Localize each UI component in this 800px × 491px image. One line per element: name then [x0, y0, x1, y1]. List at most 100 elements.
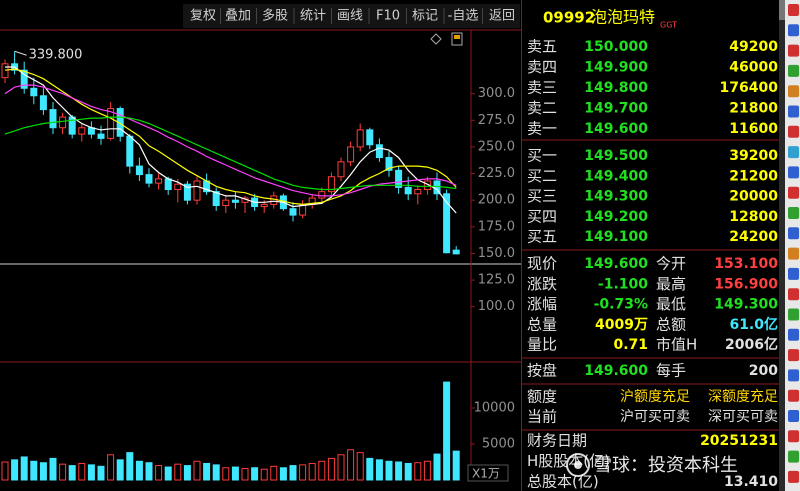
- stock-name: 泡泡玛特: [591, 8, 655, 27]
- diamond-icon[interactable]: [430, 33, 442, 45]
- toolbar-button[interactable]: 复权: [190, 8, 216, 24]
- stat-label: 涨幅: [527, 295, 557, 313]
- scrollbar-thumb[interactable]: [779, 0, 785, 20]
- volume-bar: [212, 464, 220, 481]
- volume-bar: [366, 457, 374, 481]
- candle-body: [1, 63, 9, 79]
- candle-body: [39, 95, 47, 111]
- quota-value: 深可买可卖: [708, 409, 778, 425]
- order-price: 149.700: [584, 101, 648, 117]
- side-toolbar: [785, 0, 800, 491]
- order-volume: 39200: [729, 148, 778, 164]
- volume-bar: [1, 461, 9, 481]
- side-icon: [788, 349, 799, 362]
- quota-label: 当前: [527, 408, 557, 426]
- volume-bar: [251, 467, 259, 481]
- side-icon: [788, 64, 799, 77]
- ma-line: [4, 84, 457, 197]
- watermark-icon: [574, 461, 582, 469]
- order-label: 买五: [527, 228, 557, 246]
- scroll-icon[interactable]: [451, 32, 463, 46]
- volume-bar: [308, 462, 316, 481]
- side-icon: [788, 146, 799, 159]
- side-icon: [788, 369, 799, 382]
- quota-value: 沪可买可卖: [620, 409, 690, 425]
- volume-bar: [68, 465, 76, 481]
- order-label: 卖五: [527, 38, 557, 56]
- volume-bar: [145, 462, 153, 481]
- unit-box: [467, 464, 509, 482]
- toolbar-button[interactable]: 标记: [412, 9, 438, 24]
- order-volume: 21800: [729, 101, 778, 117]
- candle-body: [356, 129, 364, 148]
- volume-bar: [116, 459, 124, 481]
- stat-value: 4009万: [595, 317, 648, 333]
- quota-value: 深额度充足: [708, 389, 778, 405]
- candle-body: [164, 178, 172, 191]
- toolbar-button[interactable]: 多股: [262, 8, 288, 24]
- stat-value: 156.900: [714, 276, 778, 292]
- volume-bar: [20, 456, 28, 481]
- volume-bar: [87, 464, 95, 481]
- candle-body: [289, 208, 297, 216]
- volume-bar: [433, 453, 441, 481]
- volume-bar: [222, 467, 230, 481]
- toolbar-button[interactable]: 统计: [300, 9, 326, 24]
- stat-label: 最高: [656, 275, 686, 293]
- stat-value: 149.600: [584, 256, 648, 272]
- side-icon: [788, 227, 799, 240]
- candle-body: [97, 133, 105, 139]
- candle-body: [260, 203, 268, 208]
- candle-body: [414, 189, 422, 195]
- toolbar-button[interactable]: -自选: [448, 9, 479, 24]
- candle-body: [385, 157, 393, 171]
- stat-label: 现价: [527, 255, 557, 273]
- stat-label: 每手: [656, 362, 686, 380]
- toolbar-button[interactable]: 叠加: [225, 9, 251, 24]
- volume-bar: [241, 467, 249, 481]
- volume-bar: [299, 464, 307, 481]
- order-price: 149.600: [584, 121, 648, 137]
- volume-bar: [347, 449, 355, 481]
- side-icon: [788, 247, 799, 260]
- volume-bar: [279, 467, 287, 481]
- quota-value: 沪额度充足: [620, 389, 690, 405]
- stat-label: 总量: [527, 315, 557, 333]
- order-volume: 12800: [729, 209, 778, 225]
- side-icon: [788, 288, 799, 301]
- candle-body: [59, 116, 67, 129]
- volume-bar: [183, 465, 191, 481]
- order-price: 149.900: [584, 60, 648, 76]
- y-tick-label: 150.0: [478, 246, 515, 261]
- volume-bar: [155, 465, 163, 481]
- candle-body: [49, 109, 57, 129]
- volume-bar: [164, 466, 172, 481]
- y-tick-label: 100.0: [478, 299, 515, 314]
- scrollbar[interactable]: [779, 0, 785, 491]
- order-price: 149.500: [584, 148, 648, 164]
- y-tick-label: 125.0: [478, 273, 515, 288]
- side-icon: [788, 267, 799, 280]
- candle-body: [126, 135, 134, 167]
- candle-body: [231, 199, 239, 203]
- volume-bar: [375, 459, 383, 481]
- side-icon: [788, 44, 799, 57]
- side-icon: [788, 328, 799, 341]
- toolbar-button[interactable]: 返回: [489, 9, 515, 24]
- toolbar-button[interactable]: F10: [376, 9, 400, 24]
- toolbar: [183, 4, 520, 28]
- ma-line: [5, 66, 457, 214]
- volume-tick-label: 10000: [474, 401, 515, 416]
- volume-bar: [270, 465, 278, 481]
- toolbar-button[interactable]: 画线: [337, 9, 363, 24]
- order-price: 149.400: [584, 168, 648, 184]
- candle-body: [443, 193, 451, 254]
- side-icon: [788, 125, 799, 138]
- y-tick-label: 250.0: [478, 139, 515, 154]
- quota-label: 额度: [527, 388, 557, 406]
- stat-label: 市值H: [656, 336, 697, 354]
- volume-bar: [97, 465, 105, 481]
- side-icon: [788, 166, 799, 179]
- y-tick-label: 275.0: [478, 113, 515, 128]
- scroll-icon-fill: [454, 35, 460, 39]
